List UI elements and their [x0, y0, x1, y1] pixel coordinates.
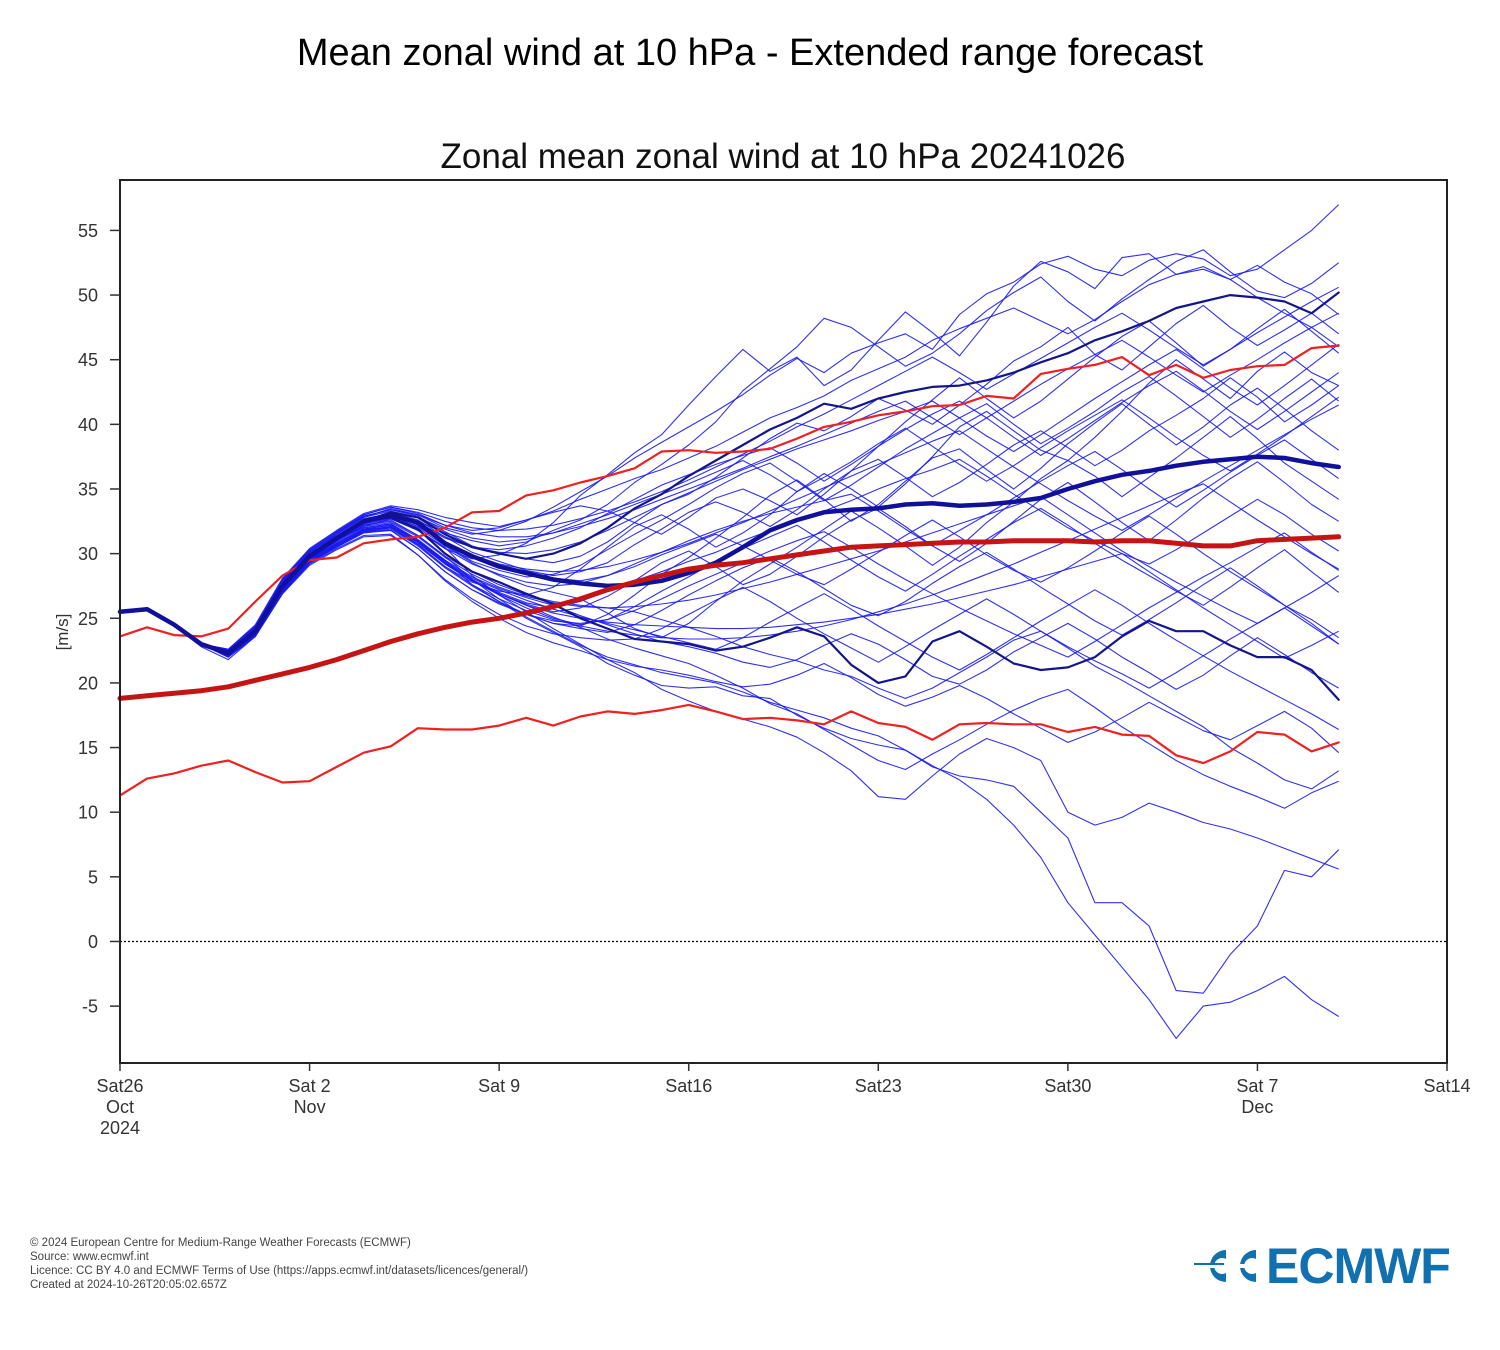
ensemble-member-line: [119, 375, 1340, 652]
ensemble-member-line: [119, 461, 1339, 657]
ensemble-member-line: [119, 266, 1340, 650]
licence-text: Licence: CC BY 4.0 and ECMWF Terms of Us…: [30, 1265, 529, 1277]
control-lower-line: [118, 516, 1340, 701]
x-axis: Sat26 Oct 2024 Sat 2 Nov Sat 9 Sat16 Sat23 Sat30…: [96, 1063, 1471, 1138]
y-tick-label: 30: [78, 544, 98, 564]
ensemble-member-line: [119, 533, 1340, 754]
ensemble-member-line: [119, 519, 1339, 1039]
y-tick-label: 40: [78, 415, 98, 435]
climate-upper-bound-line: [118, 344, 1340, 638]
ensemble-member-line: [119, 312, 1339, 652]
y-tick-label: 50: [78, 286, 98, 306]
ensemble-member-line: [119, 515, 1340, 653]
source-link[interactable]: Source: www.ecmwf.int: [30, 1251, 149, 1263]
page-title: Mean zonal wind at 10 hPa - Extended ran…: [296, 32, 1204, 74]
ensemble-member-line: [119, 396, 1340, 652]
ensemble-member-line: [119, 528, 1340, 657]
x-tick-label: Sat23: [855, 1076, 902, 1096]
x-tick-label: Sat 7 Dec: [1236, 1076, 1278, 1117]
ensemble-member-line: [119, 525, 1339, 659]
y-tick-label: 0: [88, 932, 98, 952]
ecmwf-logo-text: ECMWF: [1266, 1238, 1451, 1294]
ecmwf-logo-icon: [1194, 1250, 1258, 1282]
y-tick-label: 15: [78, 738, 98, 758]
ecmwf-logo: ECMWF: [1192, 1240, 1474, 1292]
y-tick-label: 25: [78, 609, 98, 629]
ensemble-member-line: [119, 370, 1340, 653]
ensemble-members: [119, 204, 1340, 1039]
ensemble-member-line: [119, 387, 1340, 658]
y-tick-label: 20: [78, 673, 98, 693]
ensemble-member-line: [119, 534, 1340, 689]
ensemble-member-line: [119, 308, 1340, 650]
copyright-text: © 2024 European Centre for Medium-Range …: [30, 1237, 411, 1249]
y-axis: -5 0 5 10 15 20 25 30 35 40 45 50 55: [78, 221, 120, 1017]
x-tick-label: Sat26 Oct 2024: [96, 1076, 143, 1138]
ensemble-member-line: [119, 524, 1339, 730]
x-tick-label: Sat30: [1044, 1076, 1091, 1096]
y-tick-label: 10: [78, 803, 98, 823]
ensemble-member-line: [119, 483, 1339, 657]
plot-frame: [119, 179, 1448, 1064]
chart-title: Zonal mean zonal wind at 10 hPa 20241026: [441, 137, 1126, 176]
x-tick-label: Sat16: [665, 1076, 712, 1096]
x-tick-label: Sat 2 Nov: [289, 1076, 331, 1117]
x-tick-label: Sat14: [1423, 1076, 1470, 1096]
ensemble-member-line: [119, 253, 1340, 657]
ensemble-member-line: [119, 377, 1340, 653]
ensemble-member-line: [119, 286, 1339, 650]
ensemble-member-line: [119, 204, 1340, 653]
ensemble-member-line: [119, 523, 1339, 690]
climate-lower-bound-line: [118, 703, 1340, 797]
ensemble-member-line: [119, 529, 1340, 658]
ensemble-member-line: [119, 304, 1340, 652]
chart: Zonal mean zonal wind at 10 hPa 20241026…: [53, 137, 1471, 1138]
ensemble-mean-line: [117, 454, 1341, 656]
y-tick-label: 35: [78, 479, 98, 499]
y-axis-label: [m/s]: [53, 614, 72, 651]
ensemble-member-line: [119, 343, 1340, 653]
x-tick-label: Sat 9: [478, 1076, 520, 1096]
climate-mean-line: [117, 534, 1342, 701]
ensemble-member-line: [119, 507, 1340, 657]
footer: © 2024 European Centre for Medium-Range …: [30, 1236, 528, 1292]
y-tick-label: -5: [82, 997, 98, 1017]
created-timestamp: Created at 2024-10-26T20:05:02.657Z: [30, 1279, 227, 1291]
y-tick-label: 45: [78, 350, 98, 370]
y-tick-label: 5: [88, 867, 98, 887]
y-tick-label: 55: [78, 221, 98, 241]
